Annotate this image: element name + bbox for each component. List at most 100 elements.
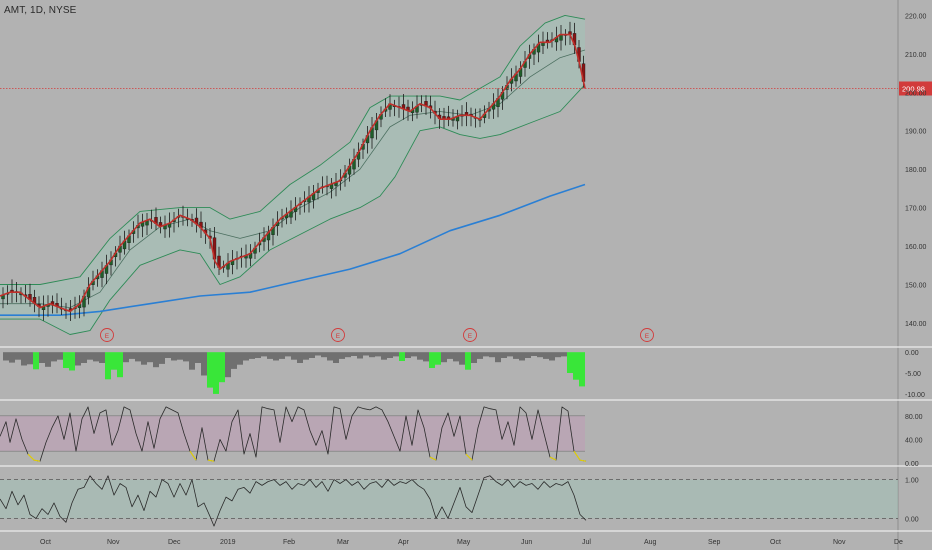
histogram-bar xyxy=(459,352,465,365)
histogram-bar xyxy=(153,352,159,368)
histogram-bar xyxy=(363,352,369,356)
oscillator-axis-tick: 1.00 xyxy=(905,478,919,485)
time-axis-tick: Sep xyxy=(708,539,721,546)
stochastic-oversold-segment xyxy=(573,450,581,461)
time-axis-tick: Jul xyxy=(582,539,591,546)
histogram-bar xyxy=(429,352,435,368)
histogram-bar xyxy=(315,352,321,356)
price-axis-tick: 160.00 xyxy=(905,244,927,251)
histogram-bar xyxy=(63,352,69,368)
histogram-bar xyxy=(219,352,225,383)
stochastic-oversold-segment xyxy=(549,456,557,461)
time-axis-tick: Oct xyxy=(40,539,51,546)
histogram-bar xyxy=(279,352,285,359)
histogram-bar xyxy=(567,352,573,373)
histogram-axis-tick: 0.00 xyxy=(905,350,919,357)
histogram-bar xyxy=(375,352,381,357)
histogram-bar xyxy=(411,352,417,357)
oscillator-line xyxy=(0,475,587,527)
histogram-bar xyxy=(483,352,489,357)
histogram-bar xyxy=(507,352,513,357)
histogram-bar xyxy=(9,352,15,363)
histogram-bar xyxy=(477,352,483,359)
histogram-bar xyxy=(129,352,135,359)
price-axis-tick: 190.00 xyxy=(905,129,927,136)
time-axis-tick: Mar xyxy=(337,539,350,546)
histogram-bar xyxy=(177,352,183,360)
histogram-bar xyxy=(435,352,441,365)
histogram-bar xyxy=(111,352,117,370)
oscillator-band-fill xyxy=(0,479,898,519)
earnings-marker-label: E xyxy=(336,333,341,340)
histogram-bar xyxy=(495,352,501,363)
histogram-axis-tick: -10.00 xyxy=(905,392,925,399)
histogram-bar xyxy=(87,352,93,360)
histogram-bar xyxy=(105,352,111,380)
histogram-bar xyxy=(267,352,273,359)
histogram-bar xyxy=(159,352,165,364)
histogram-bar xyxy=(183,352,189,362)
histogram-bar xyxy=(537,352,543,358)
price-axis-tick: 200.00 xyxy=(905,90,927,97)
histogram-bar xyxy=(225,352,231,378)
histogram-bar xyxy=(27,352,33,365)
stochastic-oversold-segment xyxy=(189,450,197,461)
stochastic-oversold-segment xyxy=(465,453,473,461)
bollinger-upper-line xyxy=(0,14,586,285)
price-axis-tick: 170.00 xyxy=(905,206,927,213)
histogram-bar xyxy=(369,352,375,358)
histogram-bar xyxy=(81,352,87,363)
stochastic-oversold-segment xyxy=(207,459,215,462)
histogram-bar xyxy=(93,352,99,362)
histogram-bar xyxy=(441,352,447,363)
earnings-marker xyxy=(100,328,114,342)
histogram-bar xyxy=(399,352,405,361)
time-axis-tick: Oct xyxy=(770,539,781,546)
symbol-legend: AMT, 1D, NYSE xyxy=(4,5,77,16)
histogram-axis-tick: -5.00 xyxy=(905,371,921,378)
histogram-bar xyxy=(405,352,411,358)
histogram-bar xyxy=(561,352,567,357)
histogram-bar xyxy=(99,352,105,363)
stochastic-oversold-segment xyxy=(429,456,437,461)
histogram-bar xyxy=(141,352,147,365)
histogram-bar xyxy=(465,352,471,370)
histogram-bar xyxy=(345,352,351,358)
histogram-bar xyxy=(123,352,129,363)
earnings-marker xyxy=(640,328,654,342)
histogram-bar xyxy=(303,352,309,360)
earnings-marker xyxy=(463,328,477,342)
time-axis-tick: Aug xyxy=(644,539,657,546)
earnings-marker-label: E xyxy=(105,333,110,340)
earnings-marker-label: E xyxy=(645,333,650,340)
time-axis-tick: 2019 xyxy=(220,539,236,546)
histogram-bar xyxy=(333,352,339,363)
stochastic-oversold-segment xyxy=(33,459,41,462)
histogram-bar xyxy=(555,352,561,358)
histogram-bar xyxy=(309,352,315,358)
histogram-bar xyxy=(273,352,279,361)
histogram-bar xyxy=(417,352,423,360)
stochastic-axis-tick: 80.00 xyxy=(905,414,923,421)
histogram-bar xyxy=(549,352,555,361)
histogram-bar xyxy=(573,352,579,380)
earnings-marker xyxy=(331,328,345,342)
price-axis-tick: 140.00 xyxy=(905,321,927,328)
histogram-bar xyxy=(171,352,177,361)
histogram-bar xyxy=(327,352,333,361)
stochastic-axis-tick: 0.00 xyxy=(905,461,919,468)
histogram-bar xyxy=(57,352,63,360)
price-axis-tick: 180.00 xyxy=(905,167,927,174)
price-axis-tick: 220.00 xyxy=(905,13,927,20)
histogram-bar xyxy=(513,352,519,359)
histogram-bar xyxy=(291,352,297,360)
price-axis-tick: 150.00 xyxy=(905,282,927,289)
earnings-marker-label: E xyxy=(468,333,473,340)
histogram-bar xyxy=(393,352,399,357)
histogram-bar xyxy=(207,352,213,388)
histogram-bar xyxy=(531,352,537,356)
price-ema-line xyxy=(0,33,586,313)
histogram-bar xyxy=(339,352,345,359)
time-axis-tick: Nov xyxy=(107,539,120,546)
